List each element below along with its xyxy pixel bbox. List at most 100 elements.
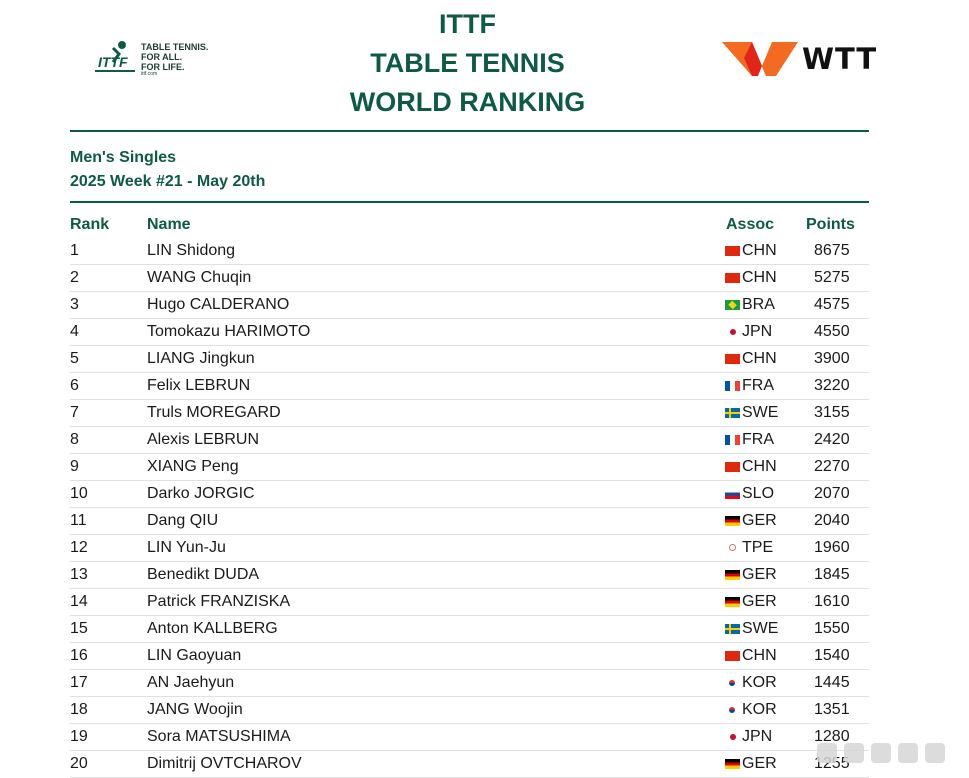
table-row: 13 Benedikt DUDA GER 1845 [70, 562, 869, 589]
table-row: 8 Alexis LEBRUN FRA 2420 [70, 427, 869, 454]
table-row: 14 Patrick FRANZISKA GER 1610 [70, 589, 869, 616]
assoc-cell: GER [725, 755, 777, 773]
table-row: 3 Hugo CALDERANO BRA 4575 [70, 292, 869, 319]
germany-flag-icon [725, 570, 740, 580]
assoc-code: SLO [742, 485, 775, 502]
rank-cell: 11 [70, 512, 87, 529]
china-flag-icon [725, 462, 740, 472]
player-name: Benedikt DUDA [147, 566, 260, 583]
points-cell: 3220 [814, 377, 850, 394]
table-row: 1 LIN Shidong CHN 8675 [70, 238, 869, 265]
table-row: 6 Felix LEBRUN FRA 3220 [70, 373, 869, 400]
table-row: 12 LIN Yun-Ju TPE 1960 [70, 535, 869, 562]
france-flag-icon [725, 381, 740, 391]
korea-flag-icon [725, 705, 740, 715]
player-name: Sora MATSUSHIMA [147, 728, 291, 745]
ranking-subtitle: Men's Singles 2025 Week #21 - May 20th [70, 146, 265, 194]
slovenia-flag-icon [725, 489, 740, 499]
points-cell: 1845 [814, 566, 850, 583]
points-cell: 1280 [814, 728, 850, 745]
player-name: Alexis LEBRUN [147, 431, 260, 448]
table-header: Rank Name Assoc Points [70, 215, 869, 237]
player-name: XIANG Peng [147, 458, 239, 475]
assoc-cell: GER [725, 593, 777, 611]
table-row: 20 Dimitrij OVTCHAROV GER 1255 [70, 751, 869, 778]
column-header-rank: Rank [70, 216, 110, 233]
table-row: 10 Darko JORGIC SLO 2070 [70, 481, 869, 508]
assoc-cell: CHN [725, 458, 777, 476]
assoc-cell: JPN [725, 323, 772, 341]
rank-cell: 9 [70, 458, 79, 475]
player-name: LIN Yun-Ju [147, 539, 226, 556]
assoc-code: CHN [742, 647, 777, 664]
assoc-cell: JPN [725, 728, 772, 746]
player-name: LIN Shidong [147, 242, 236, 259]
player-name: Dimitrij OVTCHAROV [147, 755, 302, 772]
wtt-mark-icon [722, 42, 798, 76]
rank-cell: 12 [70, 539, 88, 556]
assoc-code: JPN [742, 323, 773, 340]
assoc-code: GER [742, 566, 777, 583]
points-cell: 2420 [814, 431, 850, 448]
assoc-code: JPN [742, 728, 773, 745]
assoc-code: CHN [742, 269, 777, 286]
points-cell: 1960 [814, 539, 850, 556]
assoc-code: CHN [742, 350, 777, 367]
assoc-code: KOR [742, 701, 777, 718]
rank-cell: 18 [70, 701, 88, 718]
rank-cell: 8 [70, 431, 79, 448]
ittf-url: ittf.com [141, 71, 158, 77]
category-label: Men's Singles [70, 149, 177, 166]
table-row: 2 WANG Chuqin CHN 5275 [70, 265, 869, 292]
rank-cell: 3 [70, 296, 79, 313]
wtt-text: WTT [802, 42, 878, 76]
player-name: Tomokazu HARIMOTO [147, 323, 311, 340]
table-row: 4 Tomokazu HARIMOTO JPN 4550 [70, 319, 869, 346]
table-row: 5 LIANG Jingkun CHN 3900 [70, 346, 869, 373]
assoc-cell: SLO [725, 485, 774, 503]
points-cell: 4550 [814, 323, 850, 340]
japan-flag-icon [725, 327, 740, 337]
assoc-code: BRA [742, 296, 775, 313]
table-row: 15 Anton KALLBERG SWE 1550 [70, 616, 869, 643]
assoc-code: CHN [742, 458, 777, 475]
assoc-code: FRA [742, 377, 774, 394]
assoc-cell: CHN [725, 350, 777, 368]
table-row: 18 JANG Woojin KOR 1351 [70, 697, 869, 724]
player-name: Truls MOREGARD [147, 404, 281, 421]
china-flag-icon [725, 246, 740, 256]
points-cell: 8675 [814, 242, 850, 259]
points-cell: 3900 [814, 350, 850, 367]
points-cell: 4575 [814, 296, 850, 313]
rank-cell: 13 [70, 566, 88, 583]
title-line-2: TABLE TENNIS [370, 48, 565, 78]
table-row: 17 AN Jaehyun KOR 1445 [70, 670, 869, 697]
assoc-code: TPE [742, 539, 774, 556]
table-row: 9 XIANG Peng CHN 2270 [70, 454, 869, 481]
ittf-tagline: TABLE TENNIS. FOR ALL. FOR LIFE. [141, 42, 209, 72]
germany-flag-icon [725, 759, 740, 769]
points-cell: 2040 [814, 512, 850, 529]
rank-cell: 10 [70, 485, 88, 502]
sweden-flag-icon [725, 624, 740, 634]
assoc-code: GER [742, 512, 777, 529]
player-name: AN Jaehyun [147, 674, 235, 691]
table-row: 11 Dang QIU GER 2040 [70, 508, 869, 535]
header-divider [70, 130, 869, 132]
title-line-3: WORLD RANKING [349, 87, 586, 117]
watermark-icon [817, 743, 945, 763]
points-cell: 2070 [814, 485, 850, 502]
player-name: Dang QIU [147, 512, 219, 529]
germany-flag-icon [725, 516, 740, 526]
china-flag-icon [725, 273, 740, 283]
rank-cell: 16 [70, 647, 88, 664]
rank-cell: 19 [70, 728, 88, 745]
column-header-name: Name [147, 216, 191, 233]
page-title: ITTF TABLE TENNIS WORLD RANKING [330, 5, 605, 122]
player-name: Darko JORGIC [147, 485, 255, 502]
rank-cell: 17 [70, 674, 88, 691]
column-header-points: Points [806, 216, 855, 233]
player-name: JANG Woojin [147, 701, 243, 718]
player-name: WANG Chuqin [147, 269, 252, 286]
table-row: 7 Truls MOREGARD SWE 3155 [70, 400, 869, 427]
